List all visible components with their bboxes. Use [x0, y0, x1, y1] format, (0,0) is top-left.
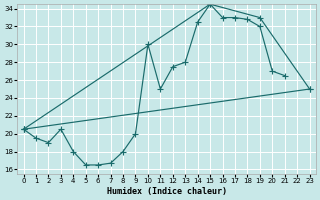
X-axis label: Humidex (Indice chaleur): Humidex (Indice chaleur): [107, 187, 227, 196]
